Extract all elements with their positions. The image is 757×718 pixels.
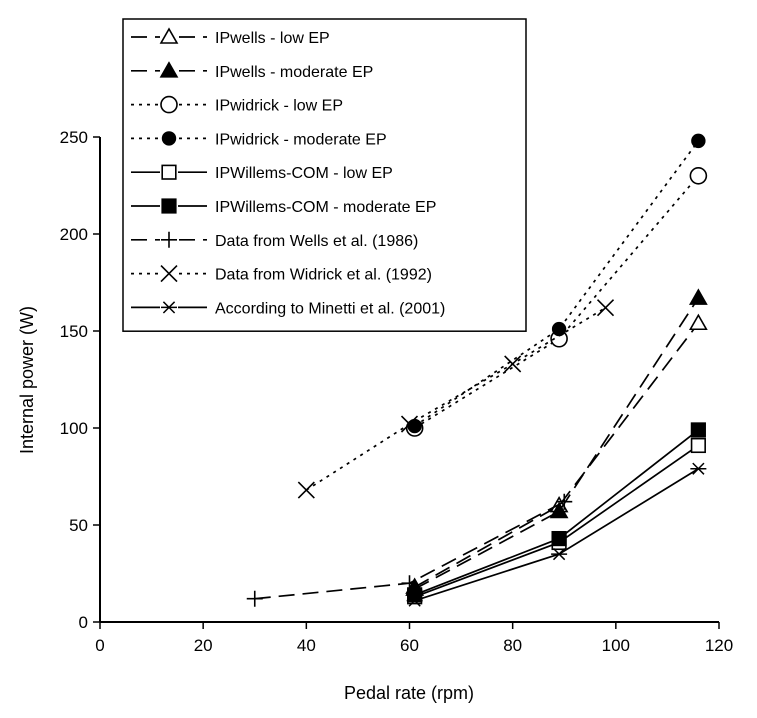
data-point (246, 590, 263, 607)
y-tick-label: 100 (60, 419, 88, 438)
series-line (414, 297, 700, 590)
legend-label: Data from Widrick et al. (1992) (215, 267, 432, 284)
series-line (305, 306, 606, 491)
series-9 (406, 462, 707, 607)
x-axis-title: Pedal rate (rpm) (344, 683, 474, 703)
data-point (551, 321, 567, 337)
y-tick-label: 250 (60, 128, 88, 147)
data-point (551, 547, 568, 561)
data-point (406, 594, 423, 607)
legend-marker (160, 265, 178, 283)
x-tick-label: 40 (297, 636, 316, 655)
data-point (691, 133, 706, 149)
data-point (297, 481, 315, 499)
data-point (551, 530, 567, 547)
data-point (549, 501, 569, 519)
legend-marker (161, 198, 177, 214)
series-line (414, 140, 700, 427)
series-layer (246, 133, 708, 607)
series-5 (407, 437, 706, 605)
data-point (504, 355, 522, 373)
series-7 (246, 493, 573, 607)
legend-label: IPwidrick - moderate EP (215, 131, 387, 148)
x-tick-label: 120 (705, 636, 733, 655)
legend: IPwells - low EP IPwells - moderate EP IPw… (122, 18, 527, 332)
legend-label: IPwells - moderate EP (215, 64, 373, 81)
series-line (414, 322, 700, 588)
legend-marker (161, 131, 177, 146)
legend-item: According to Minetti et al. (2001) (131, 297, 445, 318)
legend-item: Data from Widrick et al. (1992) (131, 263, 432, 284)
series-8 (297, 299, 615, 499)
data-point (690, 462, 707, 475)
axes: 0 20 40 60 80 100 120 0 50 100 150 200 250 (60, 128, 734, 655)
y-axis-title: Internal power (W) (17, 306, 37, 454)
legend-marker (159, 27, 179, 44)
legend-label: IPwidrick - low EP (215, 98, 343, 115)
data-point (688, 288, 708, 305)
legend-item: IPwells - low EP (131, 27, 330, 47)
legend-item: IPWillems-COM - low EP (131, 162, 393, 183)
x-tick-label: 80 (503, 636, 522, 655)
series-line (414, 444, 699, 598)
data-point (690, 437, 706, 454)
y-tick-label: 0 (79, 613, 88, 632)
legend-label: Data from Wells et al. (1986) (215, 233, 418, 250)
legend-item: IPwells - moderate EP (131, 60, 373, 81)
legend-marker (160, 95, 178, 114)
data-point (596, 299, 615, 317)
x-tick-label: 60 (400, 636, 419, 655)
legend-item: IPWillems-COM - moderate EP (131, 196, 436, 216)
y-tick-label: 150 (60, 322, 88, 341)
legend-item: IPwidrick - moderate EP (131, 128, 387, 149)
legend-marker (159, 61, 179, 78)
legend-label: IPwells - low EP (215, 30, 330, 47)
x-tick-label: 20 (194, 636, 213, 655)
y-tick-label: 200 (60, 225, 88, 244)
data-point (690, 422, 706, 438)
data-point (401, 575, 418, 592)
legend-label: IPWillems-COM - low EP (215, 165, 393, 182)
legend-label: IPWillems-COM - moderate EP (215, 199, 436, 216)
data-point (400, 415, 419, 433)
data-point (556, 493, 573, 510)
legend-item: IPwidrick - low EP (131, 94, 343, 115)
x-tick-label: 100 (602, 636, 630, 655)
y-tick-label: 50 (69, 516, 88, 535)
data-point (688, 313, 708, 331)
legend-item: Data from Wells et al. (1986) (131, 229, 418, 250)
x-tick-label: 0 (95, 636, 104, 655)
legend-label: According to Minetti et al. (2001) (215, 300, 445, 317)
legend-marker (161, 301, 177, 314)
data-point (689, 167, 708, 185)
legend-marker (161, 231, 177, 248)
legend-marker (161, 164, 177, 180)
